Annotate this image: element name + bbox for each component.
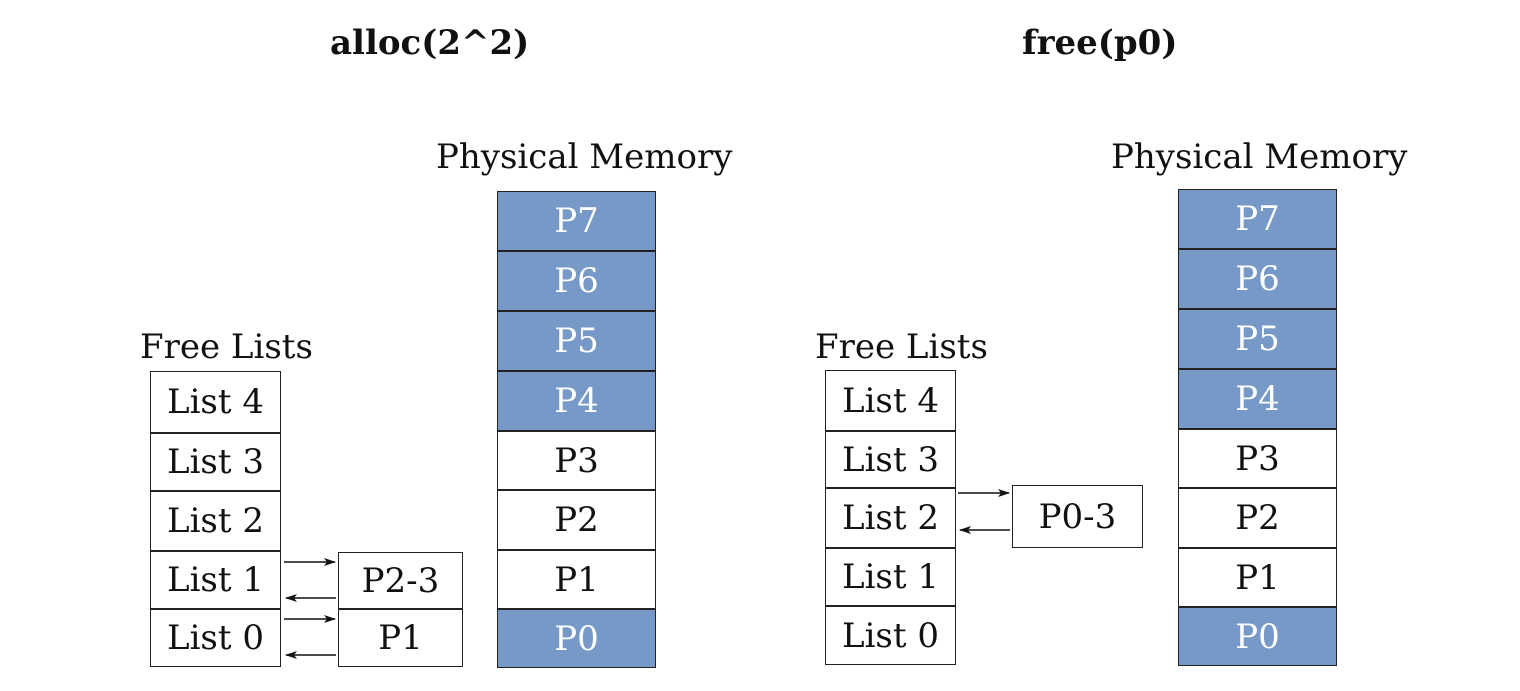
free-list-0: List 0 [150, 609, 281, 667]
panel-title-alloc: alloc(2^2) [330, 23, 530, 63]
memory-page-p5: P5 [1178, 309, 1337, 369]
free-list-3: List 3 [150, 433, 281, 491]
free-list-4: List 4 [150, 371, 281, 433]
free-block-node: P0-3 [1012, 485, 1143, 548]
memory-page-p2: P2 [1178, 488, 1337, 548]
free-list-1: List 1 [150, 551, 281, 609]
memory-page-p0: P0 [497, 609, 656, 668]
memory-page-p4: P4 [1178, 369, 1337, 429]
memory-page-p1: P1 [497, 550, 656, 609]
memory-page-p7: P7 [1178, 189, 1337, 249]
physical-memory-label: Physical Memory [436, 137, 733, 177]
free-block-node: P1 [338, 609, 463, 667]
free-lists-label: Free Lists [815, 327, 988, 367]
memory-page-p2: P2 [497, 490, 656, 550]
memory-page-p5: P5 [497, 311, 656, 371]
panel-title-free: free(p0) [1022, 23, 1178, 63]
free-list-0: List 0 [825, 606, 956, 665]
free-list-4: List 4 [825, 370, 956, 431]
memory-page-p7: P7 [497, 191, 656, 251]
free-list-2: List 2 [825, 488, 956, 548]
free-lists-label: Free Lists [140, 327, 313, 367]
free-list-3: List 3 [825, 431, 956, 488]
memory-page-p4: P4 [497, 371, 656, 431]
memory-page-p1: P1 [1178, 548, 1337, 607]
memory-page-p3: P3 [497, 431, 656, 490]
memory-page-p0: P0 [1178, 607, 1337, 666]
free-list-2: List 2 [150, 491, 281, 551]
memory-page-p6: P6 [1178, 249, 1337, 309]
physical-memory-label: Physical Memory [1111, 137, 1408, 177]
free-block-node: P2-3 [338, 552, 463, 609]
free-list-1: List 1 [825, 548, 956, 606]
memory-page-p3: P3 [1178, 429, 1337, 488]
memory-page-p6: P6 [497, 251, 656, 311]
